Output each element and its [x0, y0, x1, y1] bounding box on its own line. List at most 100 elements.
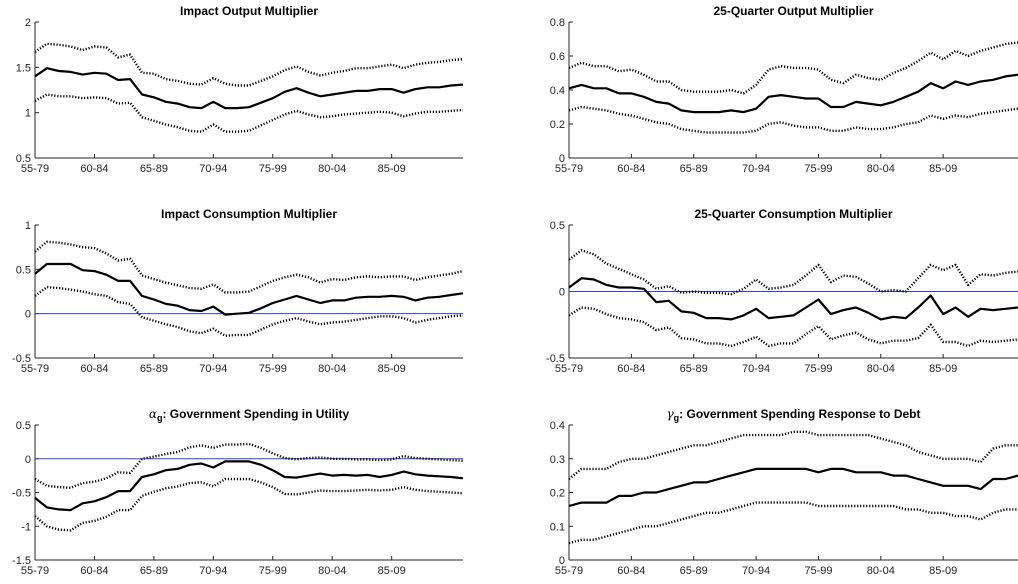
- y-tick-label: -1: [21, 521, 31, 533]
- x-tick-label: 70-94: [199, 565, 227, 577]
- y-tick-label: 0.3: [550, 454, 565, 466]
- x-tick-label: 85-09: [929, 163, 957, 175]
- x-tick-label: 80-04: [318, 363, 346, 375]
- x-tick-label: 75-99: [804, 163, 832, 175]
- x-tick-label: 80-04: [318, 565, 346, 577]
- x-tick-label: 80-04: [867, 163, 895, 175]
- x-tick-label: 55-79: [555, 565, 583, 577]
- y-tick-label: 0.5: [16, 420, 31, 432]
- x-tick-label: 60-84: [617, 363, 645, 375]
- y-tick-label: 0: [25, 309, 31, 321]
- x-tick-label: 55-79: [555, 363, 583, 375]
- x-tick-label: 55-79: [21, 363, 49, 375]
- estimate-line: [34, 262, 464, 316]
- y-tick-label: 0: [559, 153, 565, 165]
- x-tick-label: 70-94: [742, 163, 770, 175]
- panel-title: Impact Consumption Multiplier: [161, 207, 337, 221]
- y-tick-label: 0: [559, 287, 565, 299]
- y-tick-label: 0.5: [16, 264, 31, 276]
- title-text: : Government Spending in Utility: [162, 407, 349, 421]
- lower-band-line: [34, 477, 464, 532]
- y-tick-label: -1.5: [12, 555, 31, 567]
- x-tick-label: 80-04: [867, 565, 895, 577]
- title-text: : Government Spending Response to Debt: [679, 407, 920, 421]
- x-tick-label: 65-89: [680, 565, 708, 577]
- y-tick-label: 0.2: [550, 119, 565, 131]
- upper-band-line: [568, 430, 1018, 480]
- x-tick-label: 55-79: [21, 565, 49, 577]
- panel-3: Impact Consumption Multiplier -0.5 0 0.5 1 55…: [12, 207, 464, 375]
- upper-band-line: [568, 249, 1018, 296]
- estimate-line: [34, 67, 464, 110]
- y-tick-label: 0.5: [16, 153, 31, 165]
- y-tick-label: 0.6: [550, 51, 565, 63]
- y-tick-label: -0.5: [546, 353, 565, 365]
- x-tick-label: 85-09: [378, 565, 406, 577]
- title-subscript: g: [157, 413, 163, 423]
- upper-band-line: [568, 41, 1018, 95]
- x-tick-label: 85-09: [378, 363, 406, 375]
- estimate-line: [568, 277, 1018, 321]
- title-subscript: g: [674, 413, 680, 423]
- x-tick-label: 65-89: [140, 363, 168, 375]
- y-tick-label: 0.5: [550, 220, 565, 232]
- x-tick-label: 80-04: [867, 363, 895, 375]
- y-tick-label: -0.5: [12, 488, 31, 500]
- upper-band-line: [34, 442, 464, 489]
- y-tick-label: 1: [25, 220, 31, 232]
- y-tick-label: 0.1: [550, 521, 565, 533]
- lower-band-line: [34, 93, 464, 133]
- x-tick-label: 60-84: [80, 565, 108, 577]
- x-tick-label: 60-84: [617, 565, 645, 577]
- x-tick-label: 70-94: [199, 163, 227, 175]
- x-tick-label: 85-09: [929, 565, 957, 577]
- x-tick-label: 65-89: [140, 565, 168, 577]
- y-tick-label: 0.4: [550, 85, 565, 97]
- y-tick-label: 2: [25, 17, 31, 29]
- x-tick-label: 80-04: [318, 163, 346, 175]
- panel-title: 25-Quarter Output Multiplier: [713, 4, 873, 18]
- x-tick-label: 60-84: [80, 363, 108, 375]
- panel-5: αg: Government Spending in Utility -1.5 -1…: [12, 407, 464, 577]
- x-tick-label: 65-89: [680, 363, 708, 375]
- x-tick-label: 70-94: [742, 363, 770, 375]
- panel-4: 25-Quarter Consumption Multiplier -0.5 0 0.…: [546, 207, 1018, 375]
- y-tick-label: 1: [25, 108, 31, 120]
- panel-title: Impact Output Multiplier: [180, 4, 318, 18]
- estimate-line: [568, 73, 1018, 114]
- lower-band-line: [568, 105, 1018, 134]
- y-tick-label: 0: [25, 454, 31, 466]
- x-tick-label: 55-79: [21, 163, 49, 175]
- x-tick-label: 75-99: [804, 363, 832, 375]
- x-tick-label: 75-99: [259, 163, 287, 175]
- y-tick-label: 0.4: [550, 420, 565, 432]
- x-tick-label: 55-79: [555, 163, 583, 175]
- y-tick-label: 1.5: [16, 62, 31, 74]
- x-tick-label: 75-99: [259, 565, 287, 577]
- lower-band-line: [568, 306, 1018, 348]
- upper-band-line: [34, 240, 464, 294]
- panel-title: αg: Government Spending in Utility: [149, 407, 350, 423]
- x-tick-label: 70-94: [742, 565, 770, 577]
- y-tick-label: 0: [559, 555, 565, 567]
- lower-band-line: [34, 285, 464, 337]
- upper-band-line: [34, 42, 464, 87]
- x-tick-label: 70-94: [199, 363, 227, 375]
- panel-6: γg: Government Spending Response to Debt…: [550, 407, 1018, 577]
- title-symbol: α: [149, 407, 157, 421]
- panel-title: γg: Government Spending Response to Debt: [666, 407, 920, 423]
- panel-1: Impact Output Multiplier 0.5 1 1.5 2 55-79 60-…: [16, 4, 464, 175]
- estimate-line: [34, 460, 464, 512]
- x-tick-label: 85-09: [378, 163, 406, 175]
- x-tick-label: 65-89: [140, 163, 168, 175]
- y-tick-label: 0.8: [550, 17, 565, 29]
- x-tick-label: 75-99: [259, 363, 287, 375]
- x-tick-label: 75-99: [804, 565, 832, 577]
- y-tick-label: -0.5: [12, 353, 31, 365]
- y-tick-label: 0.2: [550, 488, 565, 500]
- x-tick-label: 60-84: [80, 163, 108, 175]
- x-tick-label: 85-09: [929, 363, 957, 375]
- panel-title: 25-Quarter Consumption Multiplier: [694, 207, 892, 221]
- x-tick-label: 60-84: [617, 163, 645, 175]
